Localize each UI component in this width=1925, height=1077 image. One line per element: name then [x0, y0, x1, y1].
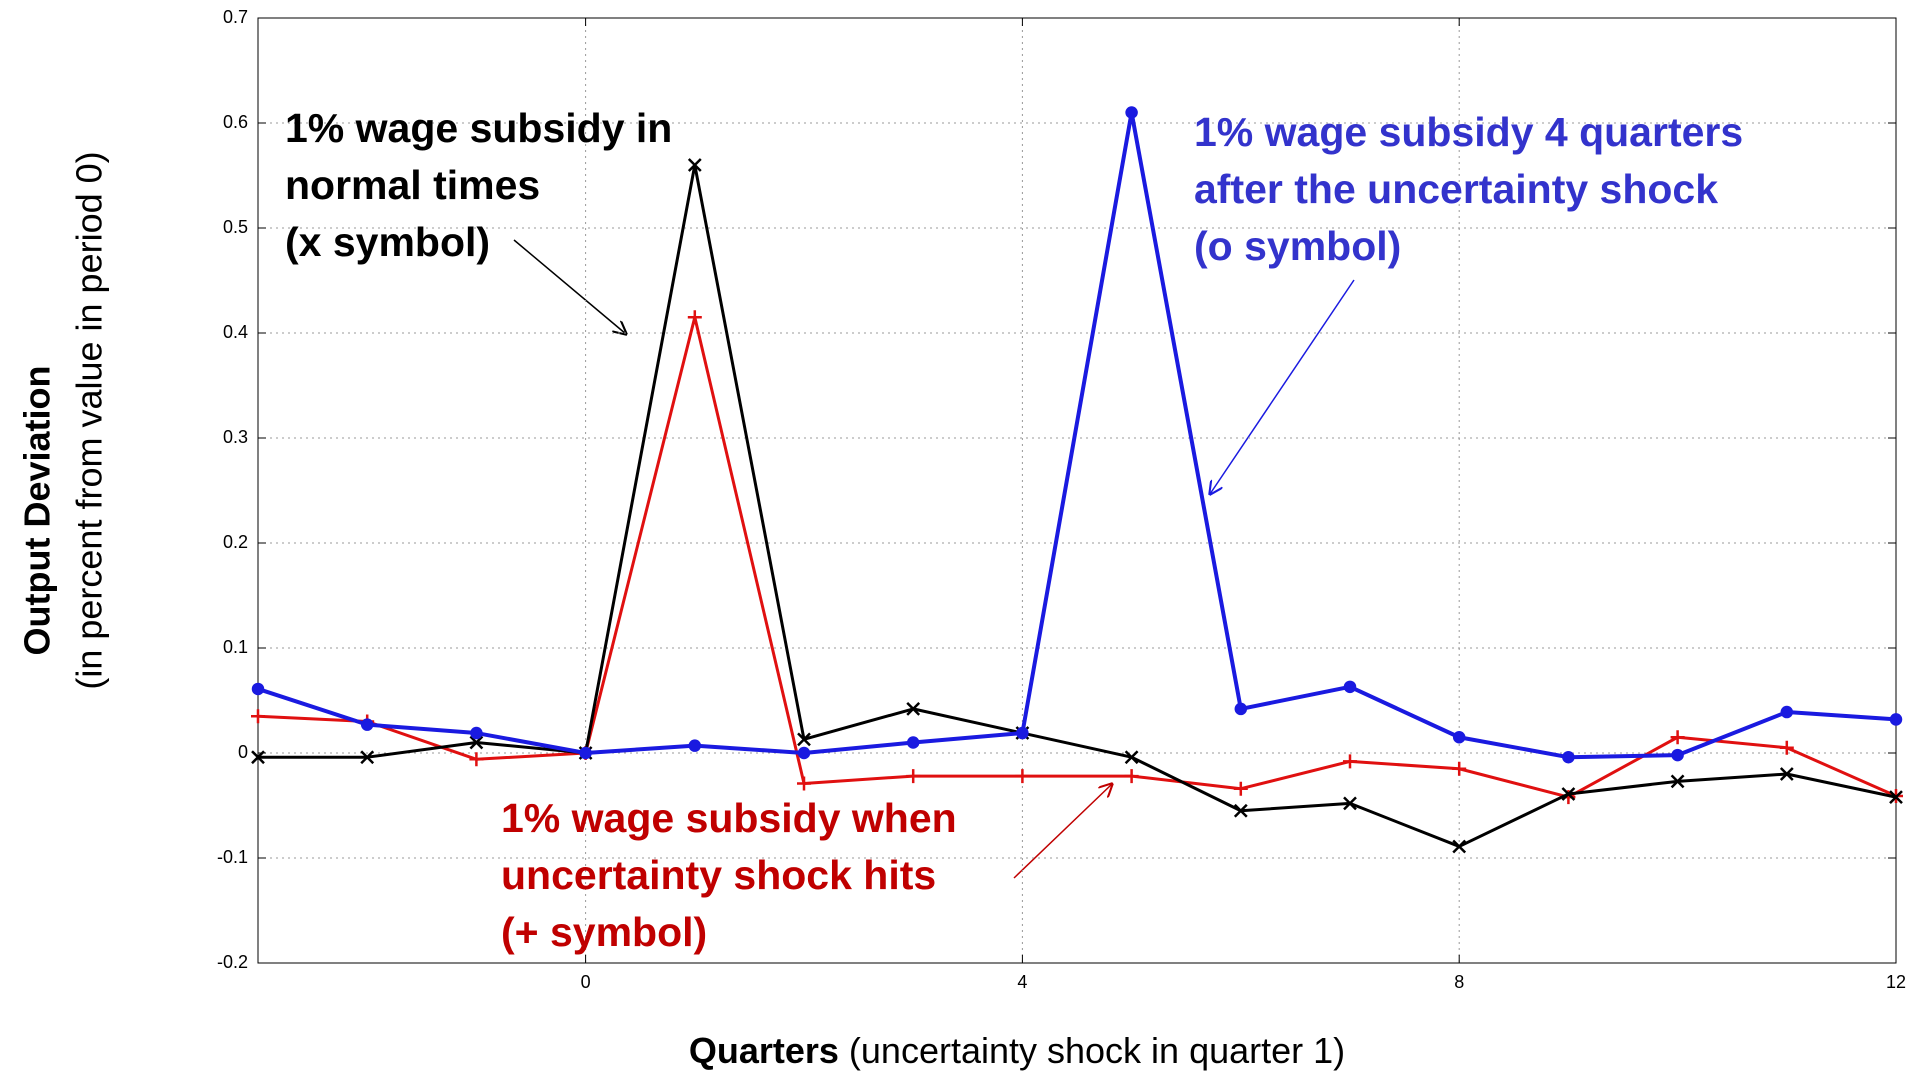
y-tick-label: 0.1 [223, 637, 248, 657]
x-axis-label: Quarters (uncertainty shock in quarter 1… [689, 1030, 1345, 1071]
point [797, 746, 811, 760]
point [1343, 796, 1357, 811]
point [1561, 787, 1576, 801]
line [257, 315, 1897, 799]
y-tick-label: 0 [238, 742, 248, 762]
point [906, 702, 921, 716]
x-tick-label: 12 [1886, 972, 1906, 992]
y-tick-label: -0.2 [217, 952, 248, 972]
point [1889, 713, 1903, 726]
point [1016, 726, 1029, 740]
line [257, 110, 1897, 760]
y-tick-label: 0.2 [223, 532, 248, 552]
y-tick-label: 0.6 [223, 112, 248, 132]
point [797, 776, 811, 791]
x-axis-label-bold: Quarters [689, 1030, 839, 1071]
annotation: (+ symbol) [501, 909, 707, 955]
annotation: 1% wage subsidy 4 quarters [1194, 109, 1743, 155]
point [1452, 761, 1467, 776]
point [360, 718, 374, 731]
point [579, 746, 592, 760]
point [360, 750, 375, 765]
point [251, 709, 265, 724]
point [687, 310, 702, 325]
point [470, 726, 483, 740]
annotation: 1% wage subsidy in [285, 105, 672, 151]
point [797, 732, 811, 747]
point [1233, 781, 1248, 796]
point [1889, 790, 1903, 804]
point [1234, 702, 1248, 716]
annotation: normal times [285, 162, 540, 208]
point [1670, 730, 1685, 745]
point [1125, 106, 1138, 119]
point [687, 158, 702, 172]
y-tick-label: 0.7 [223, 7, 248, 27]
annotation: 1% wage subsidy when [501, 795, 957, 841]
point [1452, 839, 1467, 854]
annotation: uncertainty shock hits [501, 852, 936, 898]
point [906, 769, 921, 784]
x-axis-label-rest: (uncertainty shock in quarter 1) [849, 1030, 1345, 1071]
y-axis-label: (in percent from value in period 0) [69, 151, 110, 689]
y-tick-label: 0.4 [223, 322, 248, 342]
x-tick-label: 4 [1017, 972, 1027, 992]
annotation: (o symbol) [1194, 223, 1401, 269]
y-axis-label: Output Deviation [17, 366, 58, 656]
y-tick-label: 0.5 [223, 217, 248, 237]
line [258, 163, 1897, 848]
point [1124, 750, 1139, 765]
point [1343, 680, 1357, 694]
point [1780, 705, 1794, 719]
arrow [1013, 784, 1112, 879]
y-tick-label: 0.3 [223, 427, 248, 447]
arrow [513, 239, 626, 334]
x-tick-label: 0 [581, 972, 591, 992]
point [1779, 740, 1794, 755]
point [251, 682, 265, 696]
point [1562, 750, 1575, 764]
point [1233, 803, 1248, 818]
point [469, 752, 484, 767]
point [1015, 769, 1030, 784]
annotation: after the uncertainty shock [1194, 166, 1718, 212]
annotation: (x symbol) [285, 219, 490, 265]
point [688, 739, 702, 752]
plot-frame [257, 17, 1897, 964]
point [906, 736, 920, 749]
point [1670, 774, 1685, 789]
point [1779, 767, 1794, 781]
point [1452, 731, 1466, 744]
point [1124, 769, 1139, 784]
x-tick-label: 8 [1454, 972, 1464, 992]
y-tick-label: -0.1 [217, 847, 248, 867]
point [469, 735, 484, 750]
point [1671, 748, 1684, 762]
arrow [1210, 279, 1355, 494]
point [251, 750, 265, 765]
point [1343, 754, 1357, 769]
